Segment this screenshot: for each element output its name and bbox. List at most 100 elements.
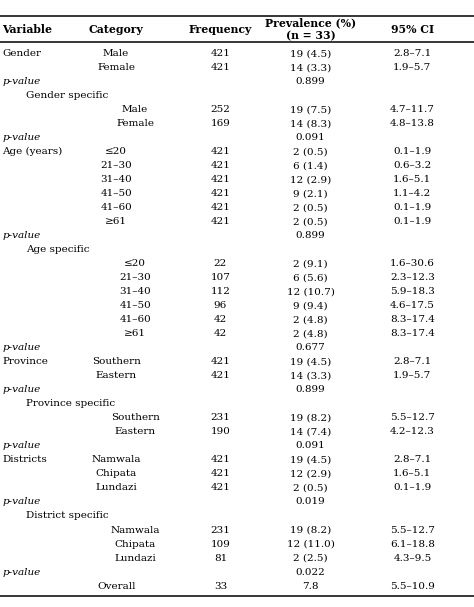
Text: 421: 421	[210, 148, 230, 156]
Text: 4.8–13.8: 4.8–13.8	[390, 120, 435, 128]
Text: 4.7–11.7: 4.7–11.7	[390, 105, 435, 114]
Text: 1.1–4.2: 1.1–4.2	[393, 189, 431, 198]
Text: 6.1–18.8: 6.1–18.8	[390, 540, 435, 549]
Text: p-value: p-value	[2, 231, 41, 240]
Text: 14 (7.4): 14 (7.4)	[290, 427, 331, 436]
Text: 12 (11.0): 12 (11.0)	[286, 540, 335, 549]
Text: 4.6–17.5: 4.6–17.5	[390, 302, 435, 310]
Text: 19 (4.5): 19 (4.5)	[290, 49, 331, 58]
Text: 9 (2.1): 9 (2.1)	[293, 189, 328, 198]
Text: Female: Female	[97, 63, 135, 72]
Text: 5.9–18.3: 5.9–18.3	[390, 287, 435, 296]
Text: 1.9–5.7: 1.9–5.7	[393, 63, 431, 72]
Text: 421: 421	[210, 371, 230, 381]
Text: Eastern: Eastern	[96, 371, 137, 381]
Text: 12 (2.9): 12 (2.9)	[290, 469, 331, 478]
Text: 421: 421	[210, 189, 230, 198]
Text: 0.1–1.9: 0.1–1.9	[393, 484, 431, 492]
Text: 96: 96	[214, 302, 227, 310]
Text: 42: 42	[214, 330, 227, 338]
Text: Lundazi: Lundazi	[95, 484, 137, 492]
Text: 421: 421	[210, 161, 230, 171]
Text: p-value: p-value	[2, 441, 41, 450]
Text: 0.1–1.9: 0.1–1.9	[393, 203, 431, 212]
Text: 6 (5.6): 6 (5.6)	[293, 273, 328, 282]
Text: 33: 33	[214, 582, 227, 591]
Text: 41–60: 41–60	[119, 316, 151, 324]
Text: 21–30: 21–30	[119, 273, 151, 282]
Text: 421: 421	[210, 217, 230, 226]
Text: 0.1–1.9: 0.1–1.9	[393, 148, 431, 156]
Text: 19 (4.5): 19 (4.5)	[290, 455, 331, 464]
Text: Age (years): Age (years)	[2, 148, 63, 157]
Text: 9 (9.4): 9 (9.4)	[293, 302, 328, 310]
Text: 41–50: 41–50	[119, 302, 151, 310]
Text: 0.899: 0.899	[296, 231, 325, 240]
Text: 231: 231	[210, 526, 230, 535]
Text: 2 (4.8): 2 (4.8)	[293, 330, 328, 338]
Text: 19 (7.5): 19 (7.5)	[290, 105, 331, 114]
Text: District specific: District specific	[26, 512, 109, 520]
Text: Southern: Southern	[91, 358, 141, 367]
Text: p-value: p-value	[2, 344, 41, 353]
Text: 21–30: 21–30	[100, 161, 132, 171]
Text: Lundazi: Lundazi	[114, 554, 156, 563]
Text: 2 (0.5): 2 (0.5)	[293, 217, 328, 226]
Text: 4.2–12.3: 4.2–12.3	[390, 427, 435, 436]
Text: 0.677: 0.677	[296, 344, 325, 353]
Text: 2 (0.5): 2 (0.5)	[293, 484, 328, 492]
Text: Namwala: Namwala	[110, 526, 160, 535]
Text: 421: 421	[210, 358, 230, 367]
Text: Male: Male	[122, 105, 148, 114]
Text: Chipata: Chipata	[114, 540, 156, 549]
Text: 2 (0.5): 2 (0.5)	[293, 148, 328, 156]
Text: 41–60: 41–60	[100, 203, 132, 212]
Text: 42: 42	[214, 316, 227, 324]
Text: 12 (2.9): 12 (2.9)	[290, 175, 331, 185]
Text: 5.5–12.7: 5.5–12.7	[390, 413, 435, 422]
Text: Overall: Overall	[97, 582, 136, 591]
Text: 2.8–7.1: 2.8–7.1	[393, 358, 431, 367]
Text: 41–50: 41–50	[100, 189, 132, 198]
Text: 231: 231	[210, 413, 230, 422]
Text: 190: 190	[210, 427, 230, 436]
Text: 14 (8.3): 14 (8.3)	[290, 120, 331, 128]
Text: 95% CI: 95% CI	[391, 24, 434, 35]
Text: 2 (4.8): 2 (4.8)	[293, 316, 328, 324]
Text: 22: 22	[214, 259, 227, 268]
Text: Eastern: Eastern	[115, 427, 155, 436]
Text: 8.3–17.4: 8.3–17.4	[390, 330, 435, 338]
Text: 421: 421	[210, 455, 230, 464]
Text: p-value: p-value	[2, 568, 41, 577]
Text: 2 (0.5): 2 (0.5)	[293, 203, 328, 212]
Text: 1.6–30.6: 1.6–30.6	[390, 259, 435, 268]
Text: Variable: Variable	[2, 24, 52, 35]
Text: Province specific: Province specific	[26, 399, 115, 409]
Text: Age specific: Age specific	[26, 245, 90, 254]
Text: 1.6–5.1: 1.6–5.1	[393, 175, 431, 185]
Text: 31–40: 31–40	[119, 287, 151, 296]
Text: Province: Province	[2, 358, 48, 367]
Text: 252: 252	[210, 105, 230, 114]
Text: Chipata: Chipata	[95, 469, 137, 478]
Text: 112: 112	[210, 287, 230, 296]
Text: 6 (1.4): 6 (1.4)	[293, 161, 328, 171]
Text: 421: 421	[210, 203, 230, 212]
Text: Female: Female	[116, 120, 154, 128]
Text: 0.1–1.9: 0.1–1.9	[393, 217, 431, 226]
Text: 2 (2.5): 2 (2.5)	[293, 554, 328, 563]
Text: 0.091: 0.091	[296, 134, 325, 142]
Text: ≥61: ≥61	[124, 330, 146, 338]
Text: p-value: p-value	[2, 385, 41, 395]
Text: 109: 109	[210, 540, 230, 549]
Text: 421: 421	[210, 63, 230, 72]
Text: Prevalence (%)
(n = 33): Prevalence (%) (n = 33)	[265, 18, 356, 41]
Text: 0.899: 0.899	[296, 77, 325, 86]
Text: 421: 421	[210, 469, 230, 478]
Text: 14 (3.3): 14 (3.3)	[290, 63, 331, 72]
Text: Gender specific: Gender specific	[26, 91, 109, 100]
Text: 7.8: 7.8	[302, 582, 319, 591]
Text: 31–40: 31–40	[100, 175, 132, 185]
Text: Districts: Districts	[2, 455, 47, 464]
Text: 4.3–9.5: 4.3–9.5	[393, 554, 431, 563]
